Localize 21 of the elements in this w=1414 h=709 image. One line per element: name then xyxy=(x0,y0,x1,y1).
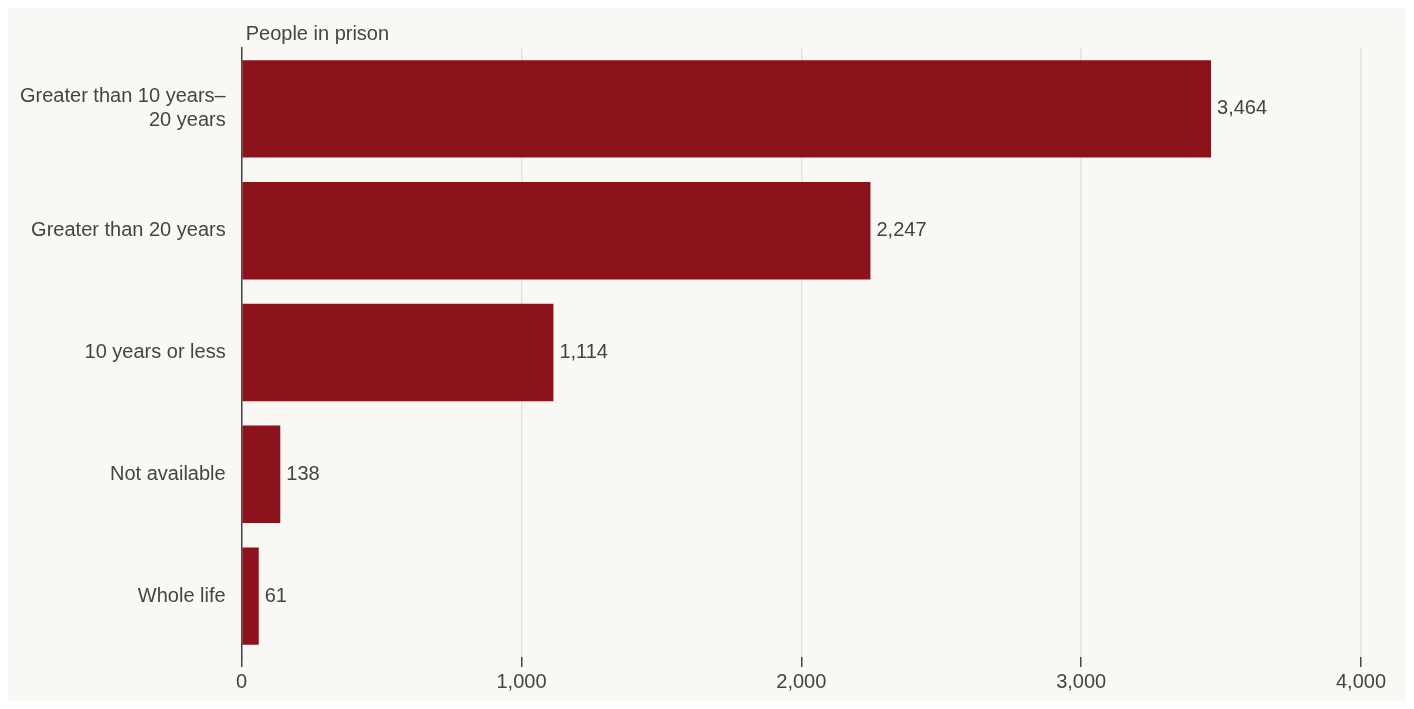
x-tick-label: 0 xyxy=(236,669,248,692)
bar xyxy=(242,547,259,645)
bar xyxy=(242,303,554,402)
y-tick-label: 10 years or less xyxy=(84,340,226,363)
y-tick-label: Whole life xyxy=(137,583,226,606)
x-tick-label: 3,000 xyxy=(1056,669,1107,692)
y-tick-label: Not available xyxy=(110,461,226,484)
y-tick-label: Greater than 20 years xyxy=(31,218,226,241)
bar xyxy=(242,60,1212,158)
bar xyxy=(242,425,281,524)
data-label: 138 xyxy=(286,461,320,484)
data-label: 3,464 xyxy=(1217,96,1268,119)
bar xyxy=(242,181,871,280)
x-tick-label: 4,000 xyxy=(1335,669,1387,692)
x-tick-label: 1,000 xyxy=(496,669,547,692)
y-tick-label: Greater than 10 years–20 years xyxy=(19,84,227,131)
data-label: 2,247 xyxy=(876,218,927,241)
x-tick-label: 2,000 xyxy=(776,669,827,692)
data-label: 61 xyxy=(264,583,287,606)
data-label: 1,114 xyxy=(559,340,608,363)
x-axis-title: People in prison xyxy=(245,21,390,44)
